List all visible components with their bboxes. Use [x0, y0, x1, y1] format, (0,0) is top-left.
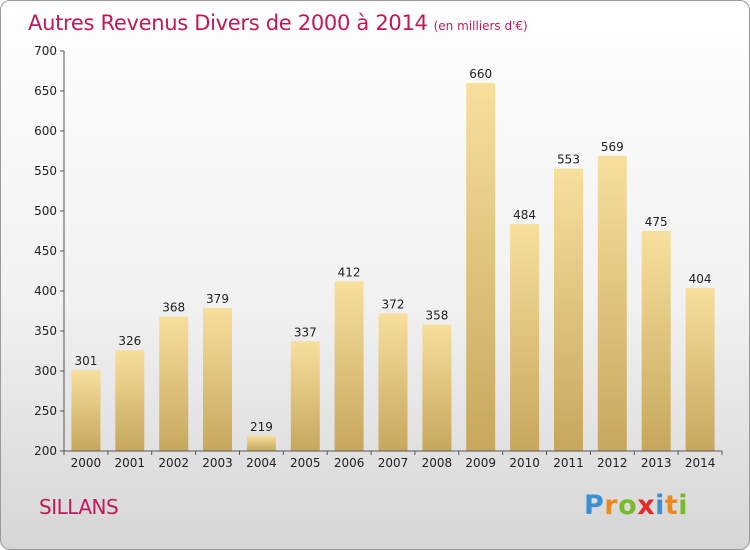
- x-tick-label-2009: 2009: [465, 456, 496, 470]
- x-tick-label-2011: 2011: [553, 456, 584, 470]
- y-tick-label-600: 600: [34, 124, 57, 138]
- logo-letter-6: i: [678, 490, 689, 521]
- y-tick-label-400: 400: [34, 284, 57, 298]
- chart-unit: (en milliers d'€): [433, 19, 528, 33]
- x-tick-label-2005: 2005: [290, 456, 321, 470]
- y-tick-label-550: 550: [34, 164, 57, 178]
- logo-letter-4: i: [655, 490, 665, 521]
- value-label-2014: 404: [689, 272, 712, 286]
- x-tick-label-2014: 2014: [685, 456, 716, 470]
- chart-axes: 2000 2001 2002 2003 2004 2005 2006 2007 2008 2009…: [34, 44, 723, 470]
- logo-letter-0: P: [584, 490, 605, 521]
- bar-2006: [334, 281, 364, 451]
- bar-2014: [685, 287, 715, 451]
- y-tick-label-450: 450: [34, 244, 57, 258]
- chart-title-block: Autres Revenus Divers de 2000 à 2014 (en …: [28, 11, 528, 35]
- x-tick-label-2004: 2004: [246, 456, 277, 470]
- value-label-2012: 569: [601, 140, 624, 154]
- bar-2010: [510, 223, 540, 451]
- x-tick-label-2010: 2010: [509, 456, 540, 470]
- y-tick-label-650: 650: [34, 84, 57, 98]
- y-tick-label-500: 500: [34, 204, 57, 218]
- value-label-2004: 219: [250, 420, 273, 434]
- logo-letter-2: o: [618, 490, 638, 521]
- bar-2004: [246, 435, 276, 451]
- bar-2001: [115, 350, 145, 451]
- bar-2012: [597, 155, 627, 452]
- logo-letter-5: t: [664, 490, 679, 521]
- bar-series: [71, 83, 715, 452]
- y-tick-label-250: 250: [34, 404, 57, 418]
- x-tick-label-2008: 2008: [422, 456, 453, 470]
- y-tick-label-200: 200: [34, 444, 57, 458]
- bar-2002: [159, 316, 189, 451]
- bar-2011: [554, 168, 583, 451]
- y-tick-label-350: 350: [34, 324, 57, 338]
- data-labels: 301 326 368 379 219 337 412 372 358 660 484 553 569 4…: [74, 67, 711, 434]
- bar-2013: [641, 231, 671, 451]
- bar-2008: [422, 324, 452, 451]
- bar-2007: [378, 313, 408, 451]
- value-label-2006: 412: [338, 265, 361, 279]
- value-label-2008: 358: [425, 309, 448, 323]
- bar-2005: [290, 341, 320, 451]
- proxiti-logo: Proxiti: [584, 490, 688, 521]
- value-label-2010: 484: [513, 208, 536, 222]
- value-label-2009: 660: [469, 67, 492, 81]
- logo-letter-1: r: [604, 490, 619, 521]
- bar-2009: [466, 83, 496, 451]
- value-label-2013: 475: [645, 215, 668, 229]
- x-tick-label-2000: 2000: [71, 456, 102, 470]
- x-tick-label-2012: 2012: [597, 456, 628, 470]
- x-tick-label-2006: 2006: [334, 456, 365, 470]
- x-tick-label-2007: 2007: [378, 456, 409, 470]
- x-tick-label-2002: 2002: [158, 456, 189, 470]
- value-label-2011: 553: [557, 153, 580, 167]
- chart-title: Autres Revenus Divers de 2000 à 2014: [28, 11, 428, 35]
- bar-2003: [203, 307, 232, 451]
- value-label-2001: 326: [118, 334, 141, 348]
- x-tick-label-2013: 2013: [641, 456, 672, 470]
- commune-name: SILLANS: [39, 495, 119, 519]
- y-tick-label-700: 700: [34, 44, 57, 58]
- y-tick-label-300: 300: [34, 364, 57, 378]
- x-tick-label-2001: 2001: [115, 456, 146, 470]
- value-label-2002: 368: [162, 301, 185, 315]
- value-label-2005: 337: [294, 325, 317, 339]
- value-label-2003: 379: [206, 292, 229, 306]
- value-label-2007: 372: [382, 297, 405, 311]
- logo-letter-3: x: [637, 490, 656, 521]
- value-label-2000: 301: [74, 354, 97, 368]
- bar-2000: [71, 370, 101, 451]
- x-tick-label-2003: 2003: [202, 456, 233, 470]
